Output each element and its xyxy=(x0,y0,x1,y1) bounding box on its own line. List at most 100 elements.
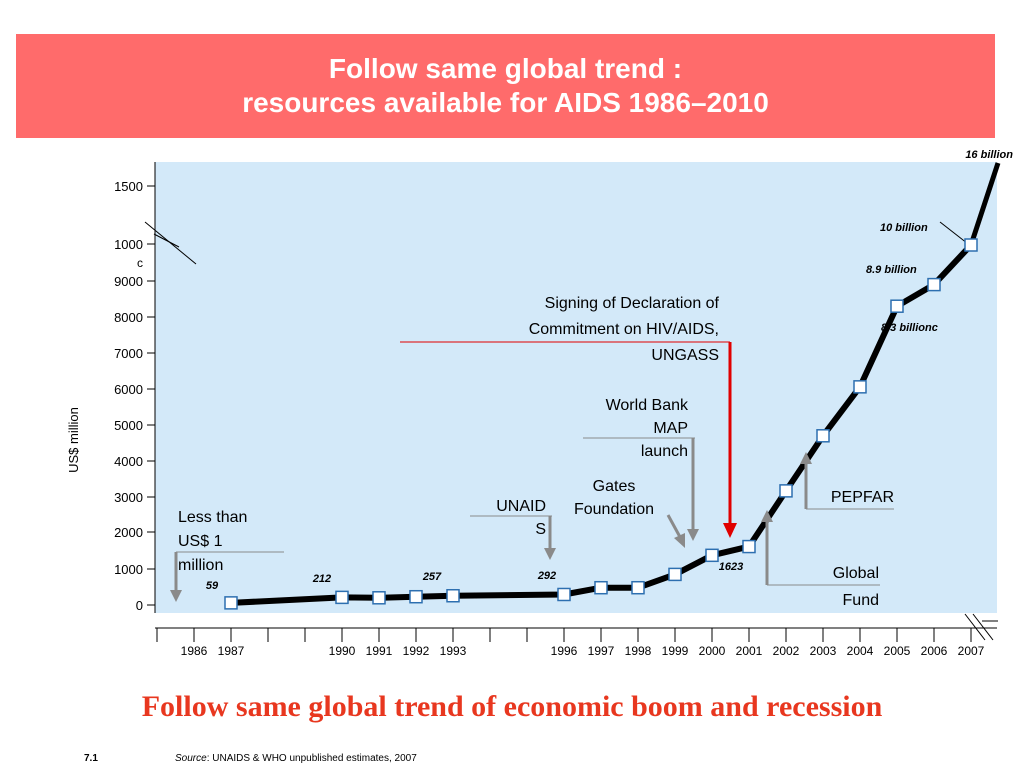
y-tick-label: 8000 xyxy=(114,310,143,325)
series-line: 59 212 257 292 1623 8.3 billionc 8.9 billion 10… xyxy=(206,149,1013,610)
annotation-text: Commitment on HIV/AIDS, xyxy=(529,321,719,338)
annotation-ungass: Signing of Declaration of Commitment on H… xyxy=(400,295,737,538)
data-label: 212 xyxy=(312,573,331,585)
x-tick-label: 1990 xyxy=(329,644,356,658)
x-tick-label: 1997 xyxy=(588,644,615,658)
y-axis: 0 1000 2000 3000 4000 5000 6000 7000 8000 9000 100… xyxy=(114,162,197,613)
y-tick-label: 1500 xyxy=(114,179,143,194)
x-tick-label: 1996 xyxy=(551,644,578,658)
x-tick-label: 1991 xyxy=(366,644,393,658)
x-axis-break-mark xyxy=(972,613,994,641)
plot-background xyxy=(155,162,997,613)
annotation-text: Less than xyxy=(178,509,247,526)
y-tick-label: 3000 xyxy=(114,490,143,505)
x-tick-label: 1998 xyxy=(625,644,652,658)
annotation-text: Fund xyxy=(843,592,879,609)
data-point xyxy=(557,587,571,602)
data-point xyxy=(890,299,904,313)
series-line-extension xyxy=(968,162,1001,246)
y-tick-label: 5000 xyxy=(114,418,143,433)
y-tick-label: 0 xyxy=(136,598,143,613)
data-point xyxy=(631,580,645,595)
data-label: 10 billion xyxy=(880,222,928,234)
arrow-shaft xyxy=(666,514,682,538)
x-tick-label: 2005 xyxy=(884,644,911,658)
annotation-text: World Bank xyxy=(606,397,689,414)
x-axis: 1986 1987 1990 1991 1992 1993 1996 1997 1998 1999… xyxy=(155,613,998,658)
data-point xyxy=(409,589,423,604)
annotation-text: MAP xyxy=(653,420,688,437)
data-point xyxy=(594,580,608,595)
annotations: Less than US$ 1 million UNAID S Gates Foundati… xyxy=(170,295,894,609)
data-point xyxy=(964,238,978,252)
data-label: 1623 xyxy=(719,561,743,573)
source-text: : UNAIDS & WHO unpublished estimates, 20… xyxy=(206,753,417,764)
y-tick-label: 9000 xyxy=(114,274,143,289)
source-note: Source: UNAIDS & WHO unpublished estimat… xyxy=(175,753,417,764)
arrow-head xyxy=(687,529,699,541)
data-point xyxy=(335,590,349,605)
x-tick-label: 2003 xyxy=(810,644,837,658)
slide-subtitle: Follow same global trend of economic boo… xyxy=(141,690,883,723)
x-tick-label: 2001 xyxy=(736,644,763,658)
annotation-unaids: UNAID S xyxy=(470,498,556,560)
x-tick-label: 2000 xyxy=(699,644,726,658)
title-banner xyxy=(16,34,995,138)
annotation-pepfar: PEPFAR xyxy=(800,452,894,510)
data-point xyxy=(816,429,830,443)
arrow-head xyxy=(800,452,812,464)
data-point xyxy=(927,277,941,292)
arrow-head xyxy=(544,548,556,560)
axis-break-mark xyxy=(153,233,180,248)
x-tick-label: 2006 xyxy=(921,644,948,658)
title-line-2: resources available for AIDS 1986–2010 xyxy=(242,87,769,118)
data-point xyxy=(224,596,238,610)
annotation-text: million xyxy=(178,557,223,574)
y-tick-label: 1000 xyxy=(114,562,143,577)
annotation-text: UNGASS xyxy=(651,347,719,364)
data-label: 257 xyxy=(422,571,442,583)
x-tick-label: 2007 xyxy=(958,644,985,658)
y-tick-label: 7000 xyxy=(114,346,143,361)
data-point xyxy=(372,591,386,605)
annotation-world-bank-map: World Bank MAP launch xyxy=(583,397,699,541)
annotation-text: PEPFAR xyxy=(831,489,894,506)
annotation-less-than-1-million: Less than US$ 1 million xyxy=(170,509,284,602)
data-label: 292 xyxy=(537,570,556,582)
x-tick-label: 1987 xyxy=(218,644,245,658)
y-tick-label: 1000 xyxy=(114,237,143,252)
annotation-text: Global xyxy=(833,565,879,582)
data-label: 59 xyxy=(206,580,219,592)
data-point xyxy=(742,539,756,554)
y-tick-label: 2000 xyxy=(114,525,143,540)
y-tick-label: 4000 xyxy=(114,454,143,469)
data-point xyxy=(779,484,793,498)
x-tick-label: 2002 xyxy=(773,644,800,658)
data-point xyxy=(446,588,460,603)
source-label: Source xyxy=(175,753,207,764)
y-tick-label: 6000 xyxy=(114,382,143,397)
data-point xyxy=(705,548,719,563)
title-line-1: Follow same global trend : xyxy=(328,53,683,84)
arrow-head xyxy=(170,590,182,602)
data-label: 8.9 billion xyxy=(866,264,917,276)
data-label-extension: 16 billion xyxy=(965,149,1013,161)
annotation-text: Signing of Declaration of xyxy=(545,295,720,312)
y-tick-label: c xyxy=(137,256,143,270)
x-tick-label: 2004 xyxy=(847,644,874,658)
annotation-text: Foundation xyxy=(574,501,654,518)
data-label: 8.3 billionc xyxy=(881,322,938,334)
slide-number: 7.1 xyxy=(84,753,98,764)
arrow-head xyxy=(674,533,685,548)
x-tick-label: 1993 xyxy=(440,644,467,658)
annotation-text: launch xyxy=(641,443,688,460)
annotation-text: UNAID xyxy=(496,498,546,515)
x-tick-label: 1992 xyxy=(403,644,430,658)
arrow-head xyxy=(761,510,773,522)
annotation-global-fund: Global Fund xyxy=(761,510,880,609)
y-axis-label: US$ million xyxy=(66,407,81,473)
arrow-head xyxy=(723,523,737,538)
x-axis-break-mark xyxy=(964,613,986,641)
data-point xyxy=(668,567,682,582)
